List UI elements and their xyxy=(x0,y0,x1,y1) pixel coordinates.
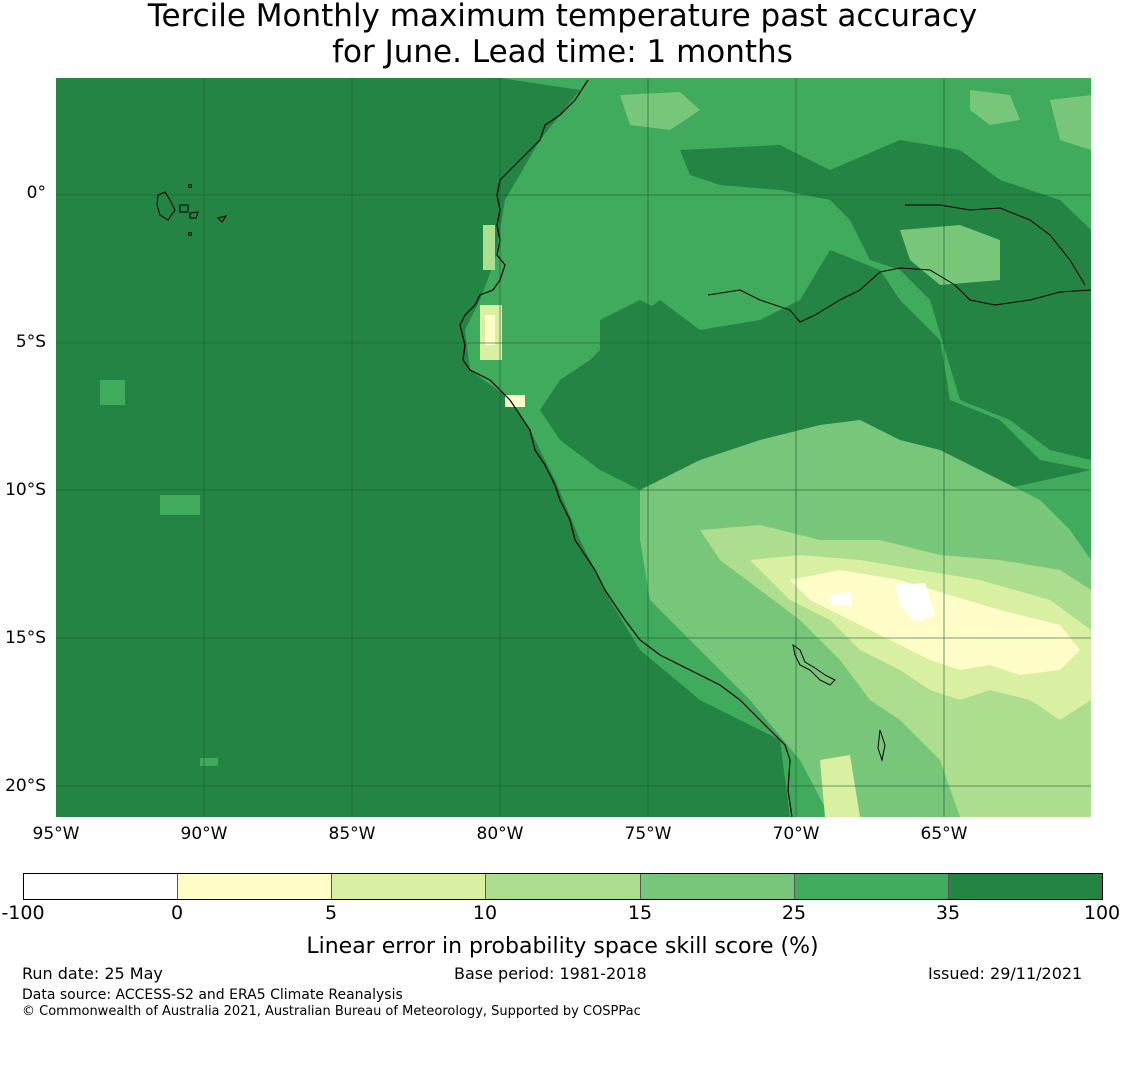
lat-label-10s: 10°S xyxy=(5,480,46,500)
lon-label-90w: 90°W xyxy=(180,824,228,844)
run-date: Run date: 25 May xyxy=(22,964,163,983)
land-region-25-north xyxy=(620,92,700,130)
ocean-patch-2 xyxy=(160,495,200,515)
lat-label-15s: 15°S xyxy=(5,628,46,648)
map-gridlines xyxy=(56,78,1091,817)
colorbar-tick: -100 xyxy=(1,902,45,924)
coastal-spot xyxy=(505,395,525,407)
map-title-line2: for June. Lead time: 1 months xyxy=(332,34,793,70)
colorbar-tick: 10 xyxy=(472,902,498,924)
colorbar-segment xyxy=(24,874,179,899)
map-title-line1: Tercile Monthly maximum temperature past… xyxy=(147,0,978,34)
lon-label-75w: 75°W xyxy=(624,824,672,844)
skill-score-map xyxy=(56,78,1092,818)
lon-label-80w: 80°W xyxy=(476,824,524,844)
colorbar-label: Linear error in probability space skill … xyxy=(306,934,819,959)
river xyxy=(707,267,1092,323)
colorbar-tick: 35 xyxy=(935,902,961,924)
lat-label-5s: 5°S xyxy=(15,332,46,352)
land-region-25-ne xyxy=(970,90,1091,150)
issued-date: Issued: 29/11/2021 xyxy=(928,964,1083,983)
colorbar-segment xyxy=(948,874,1102,899)
base-period: Base period: 1981-2018 xyxy=(454,964,647,983)
data-source: Data source: ACCESS-S2 and ERA5 Climate … xyxy=(22,987,403,1003)
land-region-100-central xyxy=(600,300,760,380)
colorbar-segment xyxy=(178,874,333,899)
coastline xyxy=(459,79,793,818)
colorbar-segment xyxy=(486,874,641,899)
lat-label-20s: 20°S xyxy=(5,776,46,796)
lon-label-95w: 95°W xyxy=(32,824,80,844)
lake-titicaca xyxy=(792,643,836,686)
coastal-strip-north xyxy=(483,225,495,270)
ocean-patch-3 xyxy=(200,758,218,766)
colorbar-tick: 0 xyxy=(170,902,184,924)
lon-label-65w: 65°W xyxy=(920,824,968,844)
colorbar-tick: 100 xyxy=(1083,902,1121,924)
land-region-100-north xyxy=(680,140,1091,460)
copyright: © Commonwealth of Australia 2021, Austra… xyxy=(22,1004,641,1019)
galapagos-islands xyxy=(156,184,228,236)
ocean-patch-1 xyxy=(100,380,125,405)
land-region-0 xyxy=(790,570,1080,675)
lon-label-85w: 85°W xyxy=(328,824,376,844)
colorbar-tick: 15 xyxy=(627,902,653,924)
colorbar-segment xyxy=(640,874,795,899)
colorbar-segment xyxy=(332,874,487,899)
colorbar-tick: 25 xyxy=(781,902,807,924)
lon-label-70w: 70°W xyxy=(772,824,820,844)
colorbar-segment xyxy=(794,874,949,899)
land-region-negative xyxy=(830,583,935,622)
colorbar-tick: 5 xyxy=(324,902,338,924)
lat-label-0: 0° xyxy=(26,183,46,203)
colorbar xyxy=(23,873,1103,900)
map-panel xyxy=(56,78,1092,818)
